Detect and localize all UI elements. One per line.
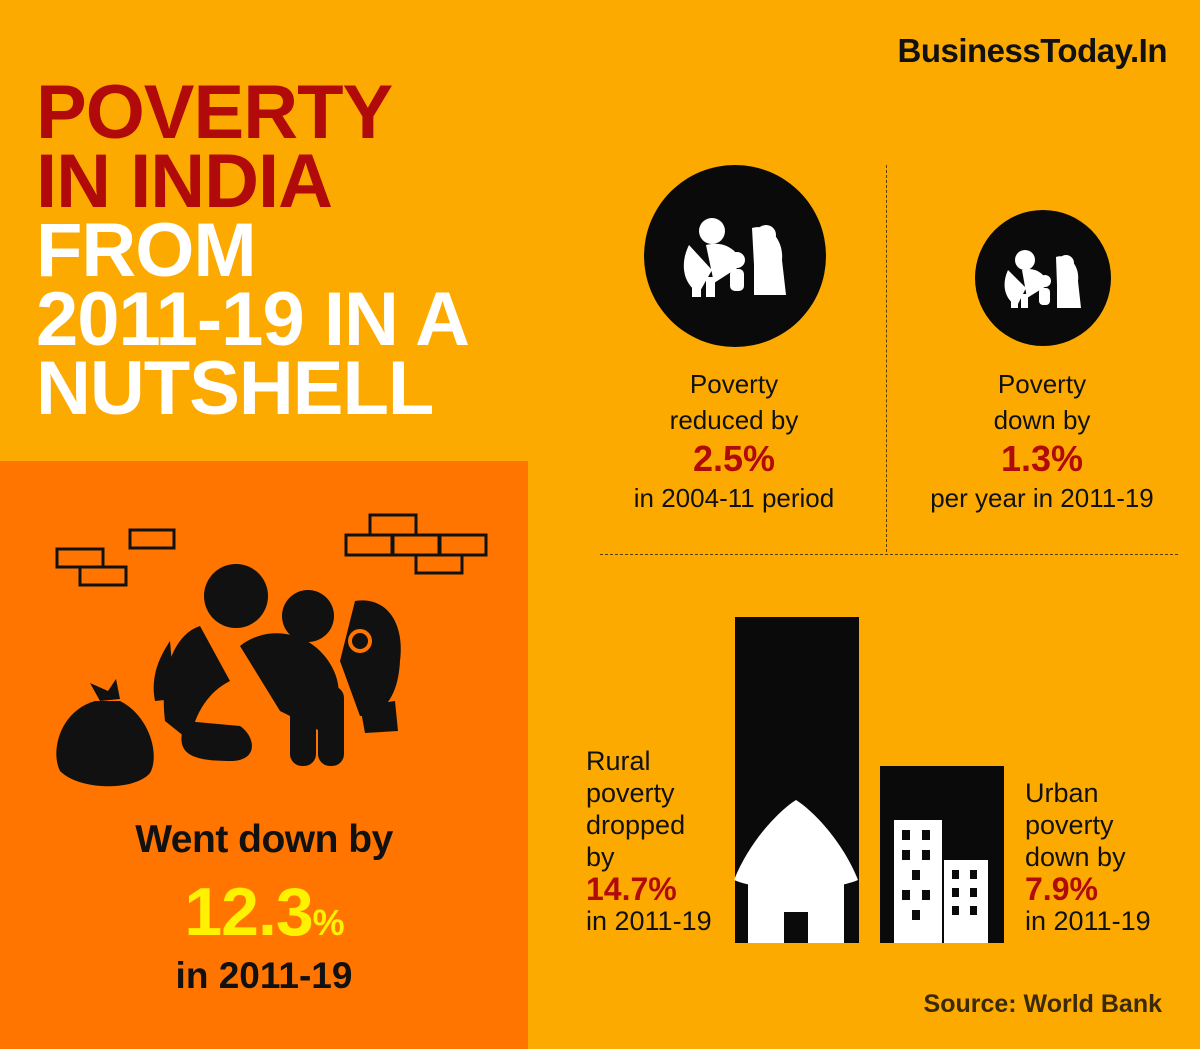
- rural-line-1: Rural: [586, 746, 651, 776]
- stat-block-2011-19: Poverty down by 1.3% per year in 2011-19: [900, 366, 1184, 516]
- stat-block-2004-11: Poverty reduced by 2.5% in 2004-11 perio…: [600, 366, 868, 516]
- title-line-1: POVERTY: [36, 70, 393, 155]
- title-line-3: FROM: [36, 208, 257, 293]
- rural-value: 14.7%: [586, 871, 677, 907]
- family-icon-large: [644, 165, 826, 347]
- urban-poverty-text: Urban poverty down by 7.9% in 2011-19: [1025, 777, 1185, 937]
- stat-line-2: reduced by: [669, 405, 799, 435]
- stat-period: per year in 2011-19: [930, 483, 1154, 513]
- title-line-5: NUTSHELL: [36, 346, 434, 431]
- stat-period: in 2004-11 period: [633, 483, 835, 513]
- urban-line-1: Urban: [1025, 778, 1099, 808]
- family-icon: [153, 564, 401, 766]
- urban-line-3: down by: [1025, 842, 1126, 872]
- poor-family-illustration: [55, 513, 488, 787]
- family-icon: [1004, 250, 1081, 308]
- horizontal-divider: [600, 554, 1178, 555]
- family-icon: [683, 218, 786, 297]
- page-title: POVERTY IN INDIA FROM 2011-19 IN A NUTSH…: [36, 70, 470, 431]
- vertical-divider: [886, 165, 887, 552]
- title-line-4: 2011-19 IN A: [36, 277, 470, 362]
- stat-line-1: Poverty: [689, 369, 779, 399]
- urban-value: 7.9%: [1025, 871, 1098, 907]
- hut-icon: [734, 800, 858, 943]
- stat-line-1: Poverty: [997, 369, 1087, 399]
- bricks-icon: [55, 513, 488, 587]
- rural-line-3: dropped: [586, 810, 686, 840]
- stat-value: 2.5%: [692, 438, 776, 479]
- title-line-2: IN INDIA: [36, 139, 333, 224]
- main-stat-label: Went down by: [135, 818, 393, 861]
- main-stat-number: 12.3: [184, 874, 313, 950]
- source-note: Source: World Bank: [923, 990, 1162, 1018]
- family-icon-small: [975, 210, 1111, 346]
- stat-value: 1.3%: [1000, 438, 1084, 479]
- main-stat-unit: %: [312, 902, 345, 943]
- brand-logo: BusinessToday.In: [897, 32, 1167, 69]
- main-stat-value: 12.3%: [0, 873, 528, 951]
- rural-line-2: poverty: [586, 778, 675, 808]
- urban-line-2: poverty: [1025, 810, 1114, 840]
- rural-line-4: by: [586, 842, 615, 872]
- stat-line-2: down by: [993, 405, 1091, 435]
- rural-poverty-text: Rural poverty dropped by 14.7% in 2011-1…: [586, 745, 736, 937]
- buildings-icon: [894, 820, 988, 943]
- urban-period: in 2011-19: [1025, 906, 1151, 936]
- bag-icon: [56, 679, 154, 787]
- rural-period: in 2011-19: [586, 906, 712, 936]
- main-stat-period: in 2011-19: [175, 955, 353, 996]
